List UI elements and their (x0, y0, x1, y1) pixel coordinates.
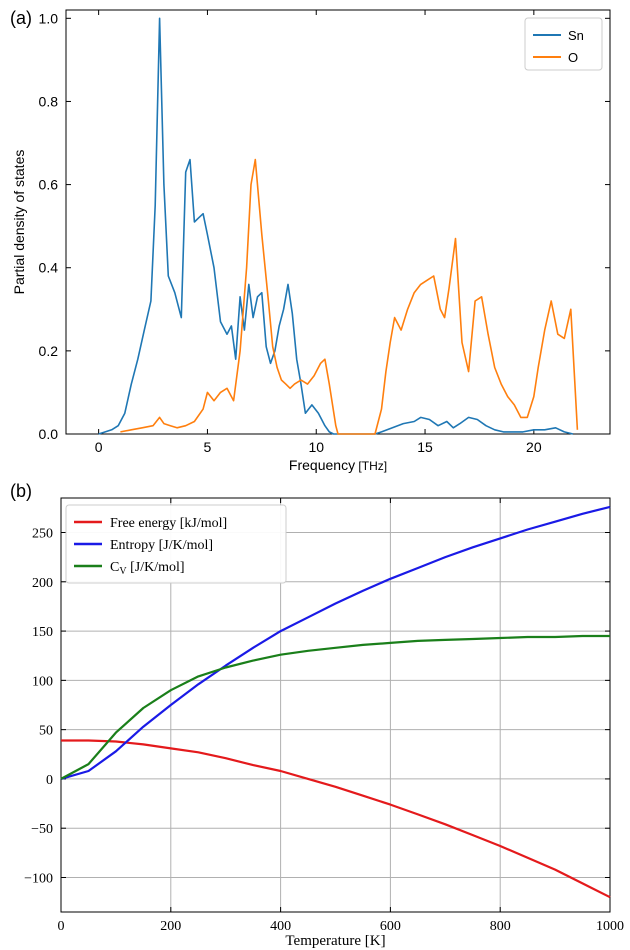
panel-b: (b) 0 200 400 600 800 1000 −100 −50 0 50 100 150 200 2… (10, 481, 624, 949)
panel-label: (b) (10, 481, 32, 501)
legend-label: Free energy [kJ/mol] (110, 516, 227, 531)
x-tick-label: 0 (95, 439, 103, 455)
y-tick-label: 0.2 (39, 343, 59, 359)
x-tick-label: 5 (204, 439, 212, 455)
plot-frame (60, 497, 611, 913)
legend-label: O (568, 50, 578, 65)
legend-label: CV [J/K/mol] (110, 560, 185, 577)
series-line-2 (60, 634, 610, 780)
x-tick-label: 1000 (596, 919, 624, 934)
x-tick-label: 20 (526, 439, 542, 455)
x-axis-label: Temperature [K] (285, 933, 385, 949)
y-tick-label: 200 (32, 576, 53, 591)
x-tick-label: 0 (58, 919, 65, 934)
y-tick-label: 1.0 (39, 10, 59, 26)
x-tick-label: 600 (380, 919, 401, 934)
legend-label-main: C (110, 560, 119, 575)
legend-label-rest: [J/K/mol] (127, 560, 185, 575)
plot-frame (65, 9, 611, 435)
x-tick-label: 200 (160, 919, 181, 934)
y-tick-label: 50 (39, 724, 53, 739)
legend-box (65, 504, 287, 584)
series-line-0 (61, 739, 611, 899)
x-tick-label: 15 (417, 439, 433, 455)
panel-a: (a) 0 5 10 15 20 0.0 0.2 0.4 0.6 0.8 1.0 Frequency [… (10, 8, 611, 473)
legend-label-subscript: V (119, 566, 127, 577)
y-axis-label: Partial density of states (11, 150, 27, 295)
y-tick-label: −50 (31, 822, 53, 837)
x-tick-label: 400 (270, 919, 291, 934)
y-tick-label: 0.6 (39, 177, 59, 193)
y-tick-label: 0 (46, 773, 53, 788)
legend-label: Entropy [J/K/mol] (110, 538, 213, 553)
y-tick-label: 100 (32, 674, 53, 689)
y-tick-label: 0.0 (39, 426, 59, 442)
series-line-sn (98, 17, 574, 435)
y-tick-label: 0.8 (39, 93, 59, 109)
series-line-o (120, 158, 579, 435)
x-tick-label: 10 (308, 439, 324, 455)
x-tick-label: 800 (490, 919, 511, 934)
y-tick-label: 250 (32, 527, 53, 542)
x-axis-label-unit: [THz] (355, 459, 387, 473)
legend-label: Sn (568, 28, 584, 43)
panel-label: (a) (10, 8, 32, 28)
legend-box (524, 17, 603, 71)
x-axis-label: Frequency [THz] (289, 457, 387, 473)
y-tick-label: 150 (32, 625, 53, 640)
series-line-1 (60, 505, 611, 780)
x-axis-label-text: Frequency (289, 457, 355, 473)
y-tick-label: −100 (24, 872, 53, 887)
y-tick-label: 0.4 (39, 260, 59, 276)
